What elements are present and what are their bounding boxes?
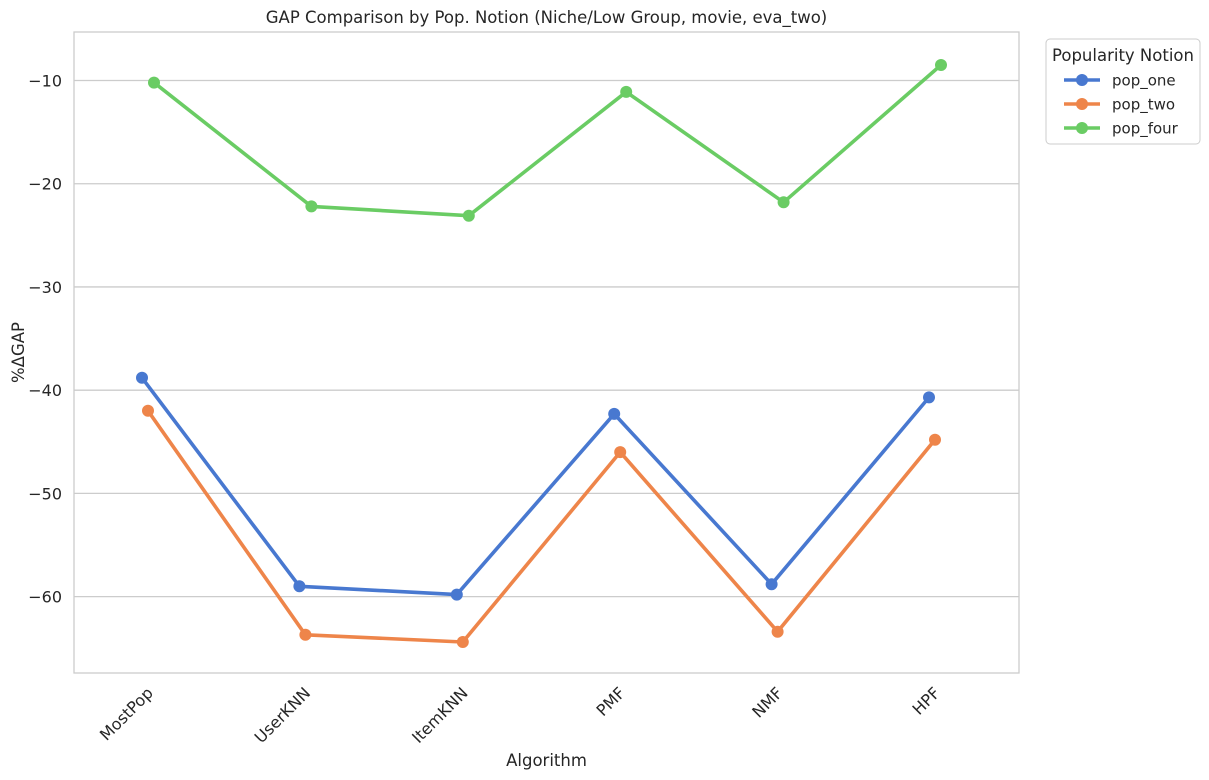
legend-marker bbox=[1076, 74, 1088, 86]
y-axis-label: %ΔGAP bbox=[9, 322, 28, 383]
data-point-pop_one bbox=[608, 407, 621, 420]
y-tick-label: −60 bbox=[28, 588, 62, 607]
series-pop_one bbox=[136, 371, 935, 601]
x-tick-label: ItemKNN bbox=[408, 683, 472, 747]
data-point-pop_two bbox=[299, 628, 312, 641]
legend: Popularity Notion pop_one pop_two pop_four bbox=[1045, 38, 1201, 145]
data-point-pop_four bbox=[620, 85, 633, 98]
x-tick-label: MostPop bbox=[96, 683, 157, 744]
data-point-pop_one bbox=[136, 371, 148, 384]
data-point-pop_one bbox=[293, 580, 306, 593]
series-pop_four bbox=[148, 59, 947, 222]
data-point-pop_two bbox=[771, 625, 784, 638]
y-tick-label: −50 bbox=[28, 484, 62, 503]
gridlines bbox=[74, 79, 1019, 598]
series-line-pop_four bbox=[152, 63, 943, 218]
legend-entry-pop_two: pop_two bbox=[1064, 96, 1175, 115]
data-point-pop_one bbox=[765, 578, 778, 591]
data-point-pop_four bbox=[305, 200, 318, 213]
y-tick-label: −30 bbox=[28, 278, 62, 297]
data-point-pop_two bbox=[456, 636, 469, 648]
series-line-pop_one bbox=[140, 376, 931, 597]
legend-label: pop_four bbox=[1112, 120, 1179, 139]
legend-label: pop_two bbox=[1112, 96, 1175, 115]
data-point-pop_one bbox=[450, 588, 463, 601]
y-tick-label: −10 bbox=[28, 72, 62, 91]
x-tick-label: PMF bbox=[593, 683, 630, 720]
legend-entry-pop_one: pop_one bbox=[1064, 72, 1176, 91]
series-line-pop_two bbox=[146, 409, 937, 644]
legend-marker bbox=[1076, 122, 1088, 134]
x-tick-label: NMF bbox=[748, 683, 786, 721]
legend-label: pop_one bbox=[1112, 72, 1176, 91]
x-axis-label: Algorithm bbox=[506, 751, 587, 770]
data-point-pop_four bbox=[462, 209, 475, 222]
data-point-pop_two bbox=[142, 404, 154, 417]
plot-frame bbox=[73, 31, 1020, 674]
chart-title: GAP Comparison by Pop. Notion (Niche/Low… bbox=[266, 8, 828, 28]
legend-marker bbox=[1076, 98, 1088, 110]
y-tick-label: −40 bbox=[28, 381, 62, 400]
data-point-pop_two bbox=[614, 446, 627, 459]
y-tick-label: −20 bbox=[28, 175, 62, 194]
x-tick-label: HPF bbox=[909, 683, 944, 718]
legend-box bbox=[1045, 38, 1201, 145]
data-point-pop_four bbox=[777, 196, 790, 209]
series-pop_two bbox=[142, 404, 941, 648]
data-point-pop_four bbox=[148, 76, 160, 89]
series-layer bbox=[136, 59, 947, 648]
legend-title: Popularity Notion bbox=[1052, 46, 1194, 65]
data-point-pop_one bbox=[923, 391, 935, 404]
legend-entries: pop_one pop_two pop_four bbox=[1064, 72, 1179, 139]
legend-entry-pop_four: pop_four bbox=[1064, 120, 1179, 139]
data-point-pop_four bbox=[935, 59, 947, 71]
data-point-pop_two bbox=[929, 433, 941, 446]
x-tick-label: UserKNN bbox=[251, 683, 315, 747]
